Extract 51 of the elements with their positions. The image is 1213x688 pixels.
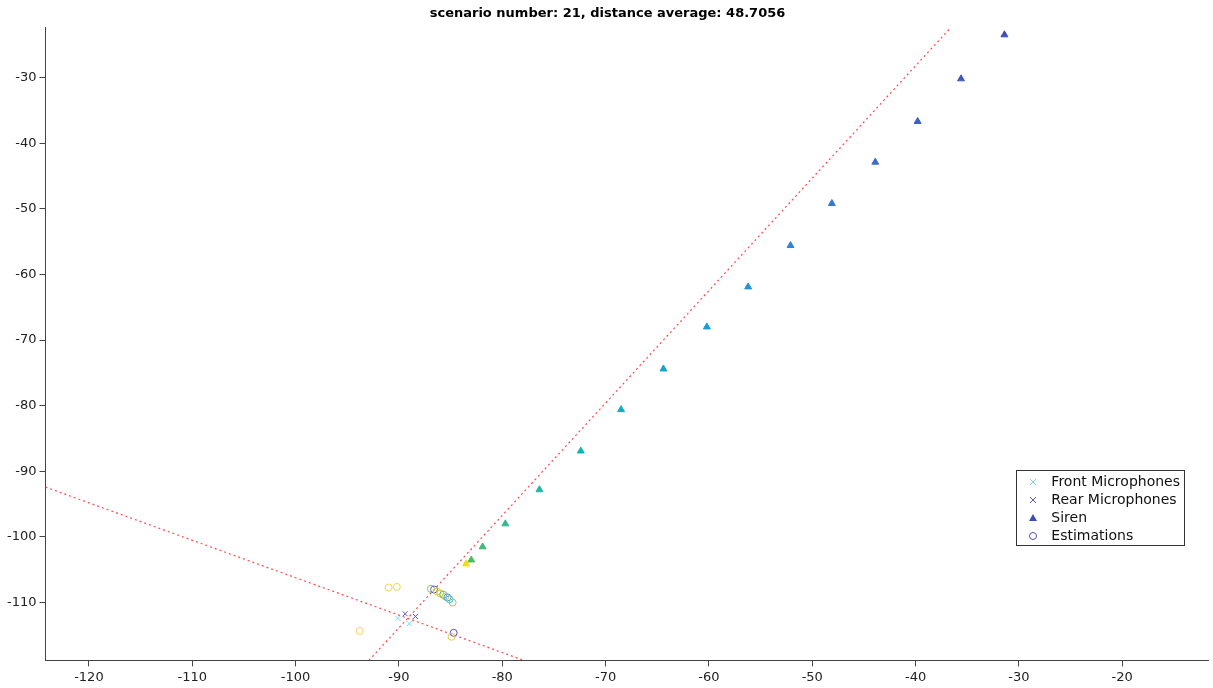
y-tick-label: -110 [6,594,37,610]
x-tick-label: -30 [1008,668,1030,684]
point [913,116,922,124]
point [467,555,476,563]
x-tick-label: -120 [74,668,104,684]
point [617,405,626,413]
point [406,620,413,627]
point [402,610,409,617]
y-tick-label: -100 [6,528,37,544]
legend-label: Rear Microphones [1051,491,1177,507]
x-tick-label: -40 [904,668,927,684]
point [394,615,401,622]
point [659,364,668,372]
point [871,157,880,165]
point [355,626,364,635]
chart-title: scenario number: 21, distance average: 48.7056 [429,5,786,21]
point [447,632,456,641]
y-tick-label: -60 [15,265,37,281]
point [1000,30,1009,38]
y-tick-label: -40 [15,134,37,150]
point [501,519,510,527]
x-tick-label: -70 [594,668,617,684]
point [449,628,458,637]
point [827,199,836,207]
y-tick-label: -80 [15,397,37,413]
y-tick-label: -30 [15,68,37,84]
point [535,485,544,493]
point [702,322,711,330]
x-tick-label: -80 [491,668,513,684]
point [478,542,487,550]
point [462,559,471,567]
point [957,74,965,82]
x-tick-label: -110 [177,668,207,684]
point [392,582,401,591]
legend-label: Estimations [1051,527,1134,543]
x-tick-label: -90 [388,668,410,684]
y-tick-label: -50 [15,200,37,216]
point [576,446,585,454]
legend-label: Siren [1051,509,1088,525]
point [786,241,795,249]
x-tick-label: -50 [801,668,823,684]
point [426,584,435,593]
point [384,583,393,592]
legend-label: Front Microphones [1051,473,1180,489]
point [744,282,753,290]
y-tick-label: -70 [15,331,37,347]
point [412,613,419,620]
x-tick-label: -20 [1111,668,1133,684]
y-tick-label: -90 [15,462,37,478]
x-tick-label: -100 [280,668,311,684]
x-tick-label: -60 [698,668,720,684]
